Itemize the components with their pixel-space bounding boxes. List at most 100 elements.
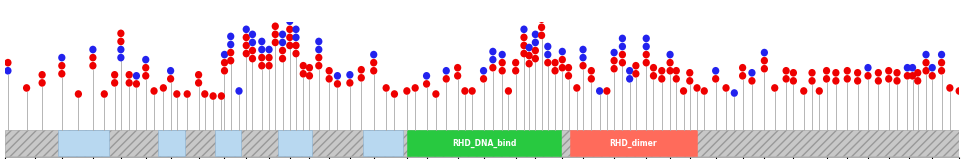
Ellipse shape [498, 51, 506, 58]
Ellipse shape [809, 69, 816, 77]
Ellipse shape [272, 31, 279, 38]
Ellipse shape [209, 92, 217, 100]
Ellipse shape [118, 54, 124, 61]
Ellipse shape [673, 75, 680, 83]
Ellipse shape [666, 67, 674, 75]
Ellipse shape [938, 51, 945, 58]
Ellipse shape [4, 59, 12, 66]
Ellipse shape [512, 67, 520, 75]
Ellipse shape [326, 75, 333, 83]
Ellipse shape [823, 67, 830, 75]
Ellipse shape [619, 43, 626, 50]
Ellipse shape [454, 64, 462, 72]
Ellipse shape [272, 39, 279, 46]
Ellipse shape [632, 70, 639, 78]
Ellipse shape [160, 84, 167, 92]
Ellipse shape [739, 72, 746, 80]
Ellipse shape [370, 59, 377, 66]
Ellipse shape [243, 34, 250, 41]
Ellipse shape [235, 87, 243, 95]
Ellipse shape [498, 59, 506, 66]
Ellipse shape [565, 64, 573, 72]
Ellipse shape [4, 67, 12, 75]
Ellipse shape [525, 60, 533, 68]
Ellipse shape [790, 77, 797, 85]
Ellipse shape [286, 34, 293, 41]
Ellipse shape [370, 51, 377, 58]
Ellipse shape [574, 84, 580, 92]
Ellipse shape [885, 67, 893, 75]
Ellipse shape [701, 87, 708, 95]
Ellipse shape [390, 90, 398, 98]
Ellipse shape [885, 75, 893, 83]
Ellipse shape [521, 42, 527, 49]
Ellipse shape [559, 48, 566, 55]
Ellipse shape [544, 43, 551, 50]
Ellipse shape [358, 66, 365, 74]
Text: RHD_DNA_bind: RHD_DNA_bind [452, 138, 517, 148]
Ellipse shape [588, 67, 595, 75]
Ellipse shape [249, 47, 256, 54]
Ellipse shape [512, 59, 520, 66]
Ellipse shape [243, 42, 250, 49]
Ellipse shape [914, 69, 922, 77]
Ellipse shape [559, 64, 566, 72]
Ellipse shape [854, 77, 861, 85]
Ellipse shape [183, 90, 191, 98]
Ellipse shape [748, 77, 756, 85]
Ellipse shape [258, 38, 265, 45]
Ellipse shape [111, 79, 119, 87]
Ellipse shape [125, 79, 133, 87]
Ellipse shape [442, 67, 450, 75]
Ellipse shape [480, 67, 487, 75]
Ellipse shape [265, 46, 273, 53]
Ellipse shape [469, 87, 476, 95]
Ellipse shape [538, 15, 546, 23]
Ellipse shape [370, 67, 377, 75]
Ellipse shape [800, 87, 808, 95]
Ellipse shape [928, 64, 936, 72]
Ellipse shape [490, 56, 496, 63]
Ellipse shape [100, 90, 108, 98]
Ellipse shape [90, 62, 96, 69]
Ellipse shape [142, 64, 149, 72]
Ellipse shape [218, 92, 225, 100]
Ellipse shape [666, 51, 674, 58]
Ellipse shape [58, 70, 66, 78]
Ellipse shape [643, 35, 650, 42]
Ellipse shape [538, 31, 546, 39]
Ellipse shape [761, 57, 768, 65]
Ellipse shape [686, 77, 693, 85]
Ellipse shape [722, 84, 730, 92]
Ellipse shape [243, 25, 250, 33]
Ellipse shape [118, 46, 124, 53]
Ellipse shape [306, 72, 313, 80]
Ellipse shape [75, 90, 82, 98]
Ellipse shape [90, 54, 96, 61]
Ellipse shape [142, 72, 149, 80]
Ellipse shape [632, 62, 639, 69]
Ellipse shape [525, 52, 533, 59]
Ellipse shape [133, 72, 140, 80]
Ellipse shape [228, 57, 234, 64]
Ellipse shape [228, 33, 234, 40]
Ellipse shape [626, 67, 633, 75]
Ellipse shape [955, 87, 963, 95]
Ellipse shape [300, 62, 307, 69]
Ellipse shape [286, 17, 293, 25]
Ellipse shape [658, 75, 665, 83]
Ellipse shape [39, 79, 45, 87]
Ellipse shape [315, 62, 322, 69]
Ellipse shape [90, 46, 96, 53]
Ellipse shape [712, 67, 719, 75]
Ellipse shape [610, 49, 618, 56]
Bar [158, 130, 185, 156]
Ellipse shape [658, 67, 665, 75]
Ellipse shape [865, 64, 871, 72]
Ellipse shape [432, 90, 440, 98]
Ellipse shape [521, 25, 527, 33]
Ellipse shape [521, 34, 527, 41]
Ellipse shape [771, 84, 778, 92]
Ellipse shape [292, 50, 300, 57]
Ellipse shape [265, 62, 273, 69]
